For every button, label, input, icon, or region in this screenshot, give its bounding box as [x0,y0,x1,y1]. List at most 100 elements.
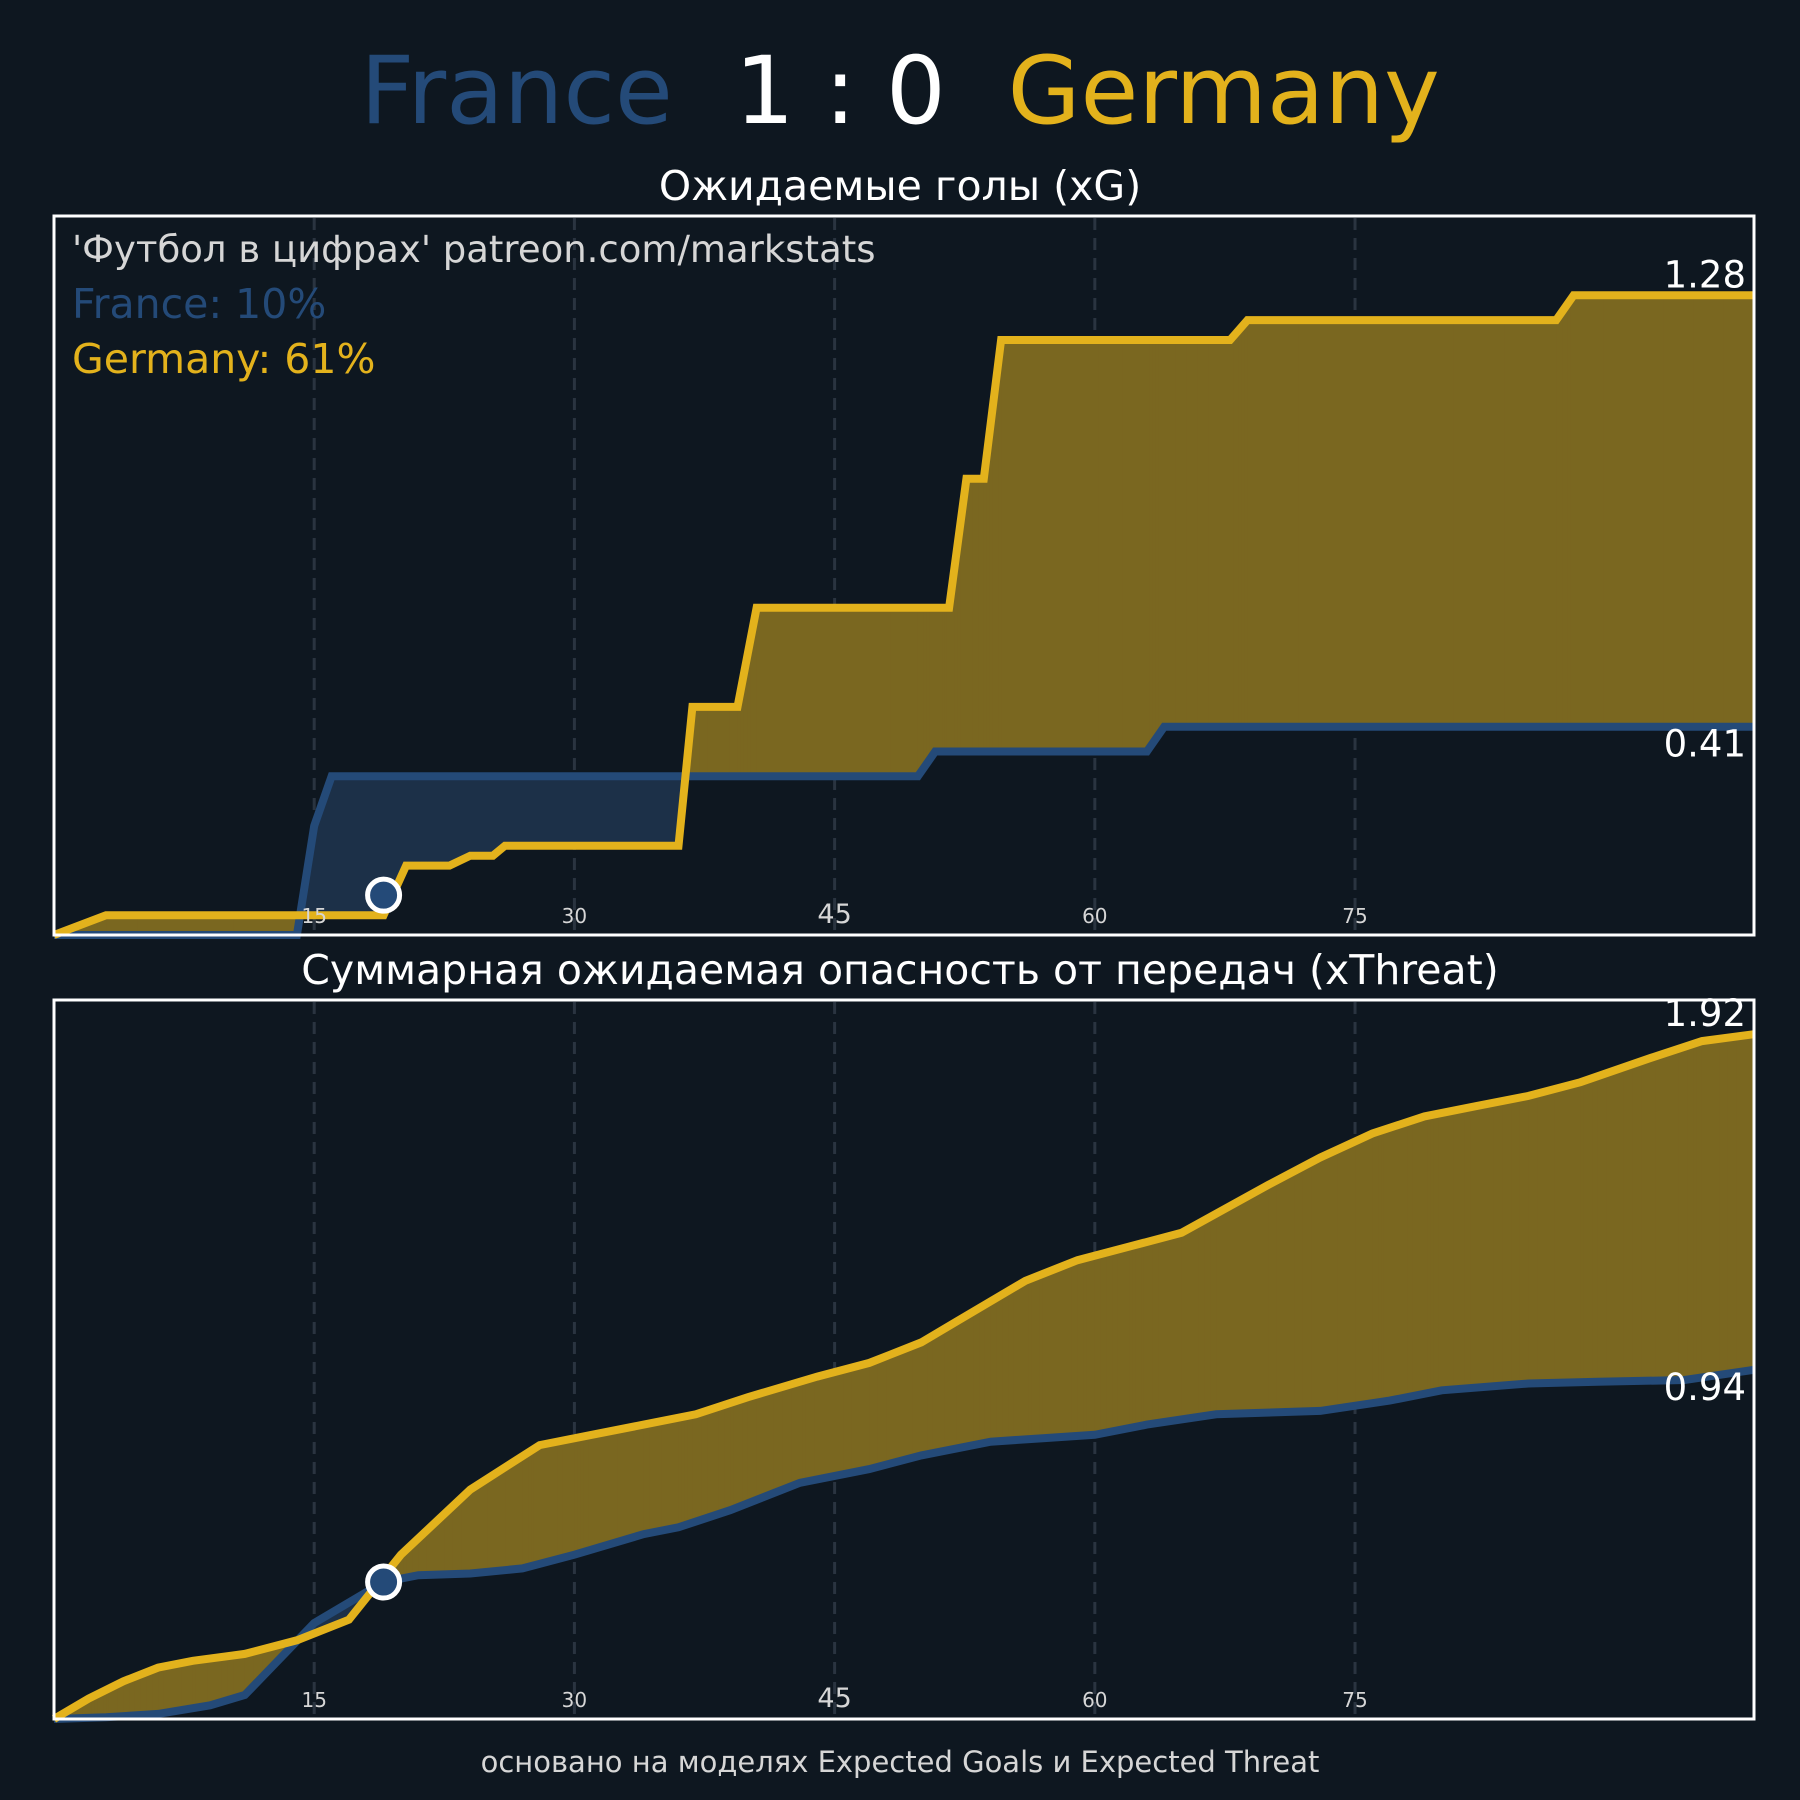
difference-fill [485,776,490,856]
difference-fill [1285,1171,1295,1412]
series-line-france [54,722,1754,939]
difference-fill [920,607,925,773]
difference-fill [463,776,468,859]
difference-fill [533,1446,538,1566]
difference-fill [1623,1064,1634,1382]
difference-fill [227,1655,234,1701]
difference-fill [140,1672,148,1716]
difference-fill [1098,339,1124,752]
difference-fill [545,1442,552,1563]
difference-fill [557,1440,564,1560]
difference-fill [714,706,724,777]
difference-fill [635,1424,645,1537]
difference-fill [1736,1035,1746,1373]
difference-fill [181,1661,188,1711]
difference-fill [1259,1184,1269,1413]
difference-fill [1583,1080,1587,1383]
difference-fill [233,915,266,935]
difference-fill [456,776,461,863]
difference-fill [1586,1079,1590,1383]
difference-fill [864,607,892,777]
difference-fill [210,1657,217,1706]
difference-fill [1049,339,1075,752]
difference-fill [1401,1122,1408,1399]
difference-fill [926,607,931,764]
difference-fill [328,776,333,916]
difference-fill [522,1454,526,1569]
chart-xg: 15 30 45 60 75 1.28 0.41 [52,214,1756,939]
difference-fill [158,1666,165,1714]
difference-fill [1580,1081,1585,1383]
difference-fill [459,776,464,861]
difference-fill [617,1427,628,1542]
difference-fill [1563,1084,1573,1383]
difference-fill [1013,1284,1021,1441]
difference-fill [1655,1054,1663,1381]
difference-fill [983,455,988,752]
difference-fill [1556,315,1560,727]
difference-fill [1502,1099,1512,1386]
difference-fill [536,1445,541,1565]
difference-fill [814,1376,818,1480]
difference-fill [100,1691,104,1718]
difference-fill [1311,1157,1321,1412]
difference-fill [1485,1102,1495,1387]
difference-fill [963,478,968,752]
difference-fill [1091,1255,1096,1436]
difference-fill [265,915,298,935]
difference-fill [921,1338,928,1456]
difference-fill [1567,299,1572,727]
difference-fill [783,607,811,777]
difference-fill [452,1497,463,1575]
difference-fill [742,1398,746,1506]
difference-fill [1562,307,1566,727]
difference-fill [1233,333,1237,727]
difference-fill [992,386,996,752]
watermark-text: 'Футбол в цифрах' patreon.com/markstats [72,228,876,271]
difference-fill [477,776,483,856]
difference-fill [1615,1067,1625,1382]
difference-fill [989,409,994,752]
series-line-germany [51,1030,1755,1723]
difference-fill [409,1543,414,1577]
difference-fill [917,607,922,777]
difference-fill [938,1328,946,1452]
difference-fill [1435,1113,1440,1392]
difference-fill [1028,1278,1032,1440]
germany-win-probability: Germany: 61% [72,335,375,383]
difference-fill [591,776,622,846]
difference-fill [1152,339,1157,744]
difference-fill [406,1546,411,1578]
difference-fill [979,1304,986,1444]
difference-fill [1242,1194,1252,1414]
goal-marker [365,876,403,914]
difference-fill [198,1659,203,1708]
difference-fill [1453,320,1506,727]
difference-fill [1459,1108,1466,1389]
difference-fill [935,607,939,752]
difference-fill [1141,1242,1145,1426]
difference-fill [204,1658,208,1707]
difference-fill [1224,1204,1235,1414]
difference-fill [322,792,327,916]
difference-fill [834,1369,844,1476]
match-score-header: France 1 : 0 Germany [360,37,1439,146]
difference-fill [620,776,651,846]
difference-fill [505,776,535,846]
difference-fill [1060,1264,1067,1438]
difference-fill [1699,1041,1703,1378]
chart-xthreat-title: Суммарная ожидаемая опасность от передач… [301,946,1498,994]
difference-fill [1054,1267,1061,1438]
difference-fill [1276,1175,1287,1413]
difference-fill [737,690,742,777]
difference-fill [912,1342,922,1458]
france-win-probability: France: 10% [72,280,326,328]
difference-fill [1155,339,1160,740]
difference-fill [562,776,593,846]
difference-fill [201,1659,205,1707]
difference-fill [470,776,475,856]
end-value-germany: 1.28 [1664,253,1746,296]
difference-fill [1117,1248,1125,1431]
difference-fill [449,776,454,866]
difference-fill [927,1335,934,1455]
